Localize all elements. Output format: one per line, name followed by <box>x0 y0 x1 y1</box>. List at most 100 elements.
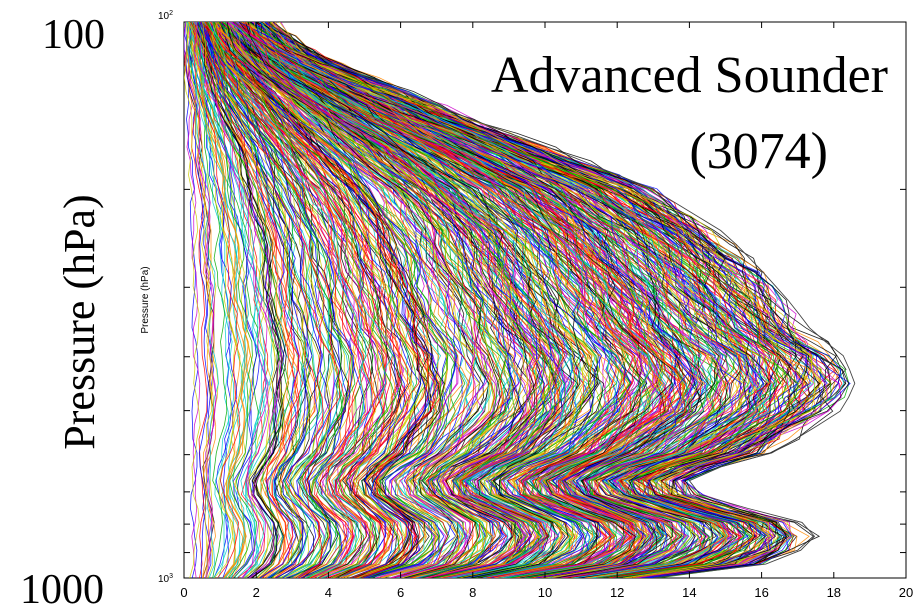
profile-line <box>208 22 367 578</box>
profile-line <box>227 22 484 578</box>
profile-line <box>190 22 268 578</box>
profile-envelope-line <box>266 22 856 578</box>
profile-line <box>212 22 413 578</box>
profile-line <box>200 22 324 578</box>
profile-line <box>233 22 631 578</box>
profile-line <box>198 22 307 578</box>
y-axis-label-large: Pressure (hPa) <box>55 194 104 449</box>
profile-line <box>190 22 241 578</box>
profile-line <box>239 22 635 578</box>
profile-line <box>193 22 269 578</box>
x-tick-label: 8 <box>469 585 476 600</box>
profile-line <box>215 22 458 578</box>
profile-line <box>227 22 640 578</box>
x-tick-label: 16 <box>754 585 768 600</box>
profile-line <box>235 22 561 578</box>
x-axis: 0 2 4 6 8 10 12 14 16 18 20 <box>180 22 913 600</box>
profile-line <box>266 22 829 578</box>
y-tick-small-bottom: 103 <box>158 573 173 585</box>
profile-line <box>201 22 374 578</box>
profile-line <box>240 22 579 578</box>
profile-line <box>242 22 681 578</box>
profile-line <box>187 22 238 578</box>
profile-line <box>193 22 294 578</box>
profile-line <box>208 22 438 578</box>
profile-line <box>215 22 385 578</box>
profile-line <box>192 22 252 578</box>
profile-line <box>206 22 343 578</box>
profile-line <box>267 22 791 578</box>
profile-line <box>248 22 782 578</box>
profile-line <box>197 22 356 578</box>
profile-line <box>197 22 282 578</box>
profile-line <box>185 22 213 578</box>
profile-line <box>226 22 537 578</box>
profile-line <box>187 22 217 578</box>
profile-line <box>197 22 300 578</box>
profile-line <box>227 22 581 578</box>
x-tick-label: 12 <box>610 585 624 600</box>
profile-line <box>255 22 742 578</box>
profile-line <box>228 22 581 578</box>
profile-line <box>203 22 393 578</box>
x-tick-label: 18 <box>827 585 841 600</box>
profile-line <box>217 22 449 578</box>
profile-line <box>262 22 760 578</box>
profile-line <box>258 22 745 578</box>
profile-line <box>242 22 740 578</box>
profile-line <box>263 22 710 578</box>
x-tick-label: 20 <box>899 585 913 600</box>
profile-line <box>252 22 708 578</box>
profile-line <box>271 22 804 578</box>
profile-line <box>215 22 488 578</box>
profile-line <box>238 22 692 578</box>
y-tick-large-bottom: 1000 <box>20 567 104 610</box>
profile-line <box>269 22 799 578</box>
profile-line <box>200 22 293 578</box>
x-tick-label: 4 <box>325 585 332 600</box>
y-tick-large-top: 100 <box>42 12 105 58</box>
profile-line <box>222 22 600 578</box>
profile-line <box>247 22 642 578</box>
profile-line <box>259 22 765 578</box>
profile-line <box>226 22 501 578</box>
profile-line <box>228 22 648 578</box>
y-axis <box>184 188 906 554</box>
profile-line <box>222 22 599 578</box>
y-axis-label-small: Pressure (hPa) <box>140 266 151 333</box>
profile-line <box>208 22 367 578</box>
profile-line <box>231 22 598 578</box>
profile-line <box>204 22 379 578</box>
profile-line <box>218 22 515 578</box>
profile-line <box>184 22 201 578</box>
profile-line <box>260 22 845 578</box>
profile-line <box>239 22 673 578</box>
profile-line <box>193 22 290 578</box>
profile-line <box>222 22 550 578</box>
x-tick-label: 6 <box>397 585 404 600</box>
profile-line <box>189 22 246 578</box>
profile-line <box>234 22 653 578</box>
profile-line <box>202 22 311 578</box>
profile-line <box>249 22 742 578</box>
profile-line <box>224 22 489 578</box>
profile-line <box>212 22 388 578</box>
profile-line <box>204 22 420 578</box>
profile-line <box>262 22 850 578</box>
profile-line <box>255 22 773 578</box>
profile-line <box>218 22 441 578</box>
profile-line <box>189 22 249 578</box>
profile-line <box>186 22 215 578</box>
profile-line <box>185 22 209 578</box>
profile-line <box>188 22 237 578</box>
profile-line <box>219 22 430 578</box>
profile-line <box>212 22 470 578</box>
profile-line <box>192 22 282 578</box>
profile-line <box>245 22 604 578</box>
profile-line <box>203 22 334 578</box>
profile-line <box>243 22 650 578</box>
profile-line <box>195 22 266 578</box>
profile-line <box>198 22 341 578</box>
profile-line <box>227 22 554 578</box>
profile-line <box>203 22 324 578</box>
